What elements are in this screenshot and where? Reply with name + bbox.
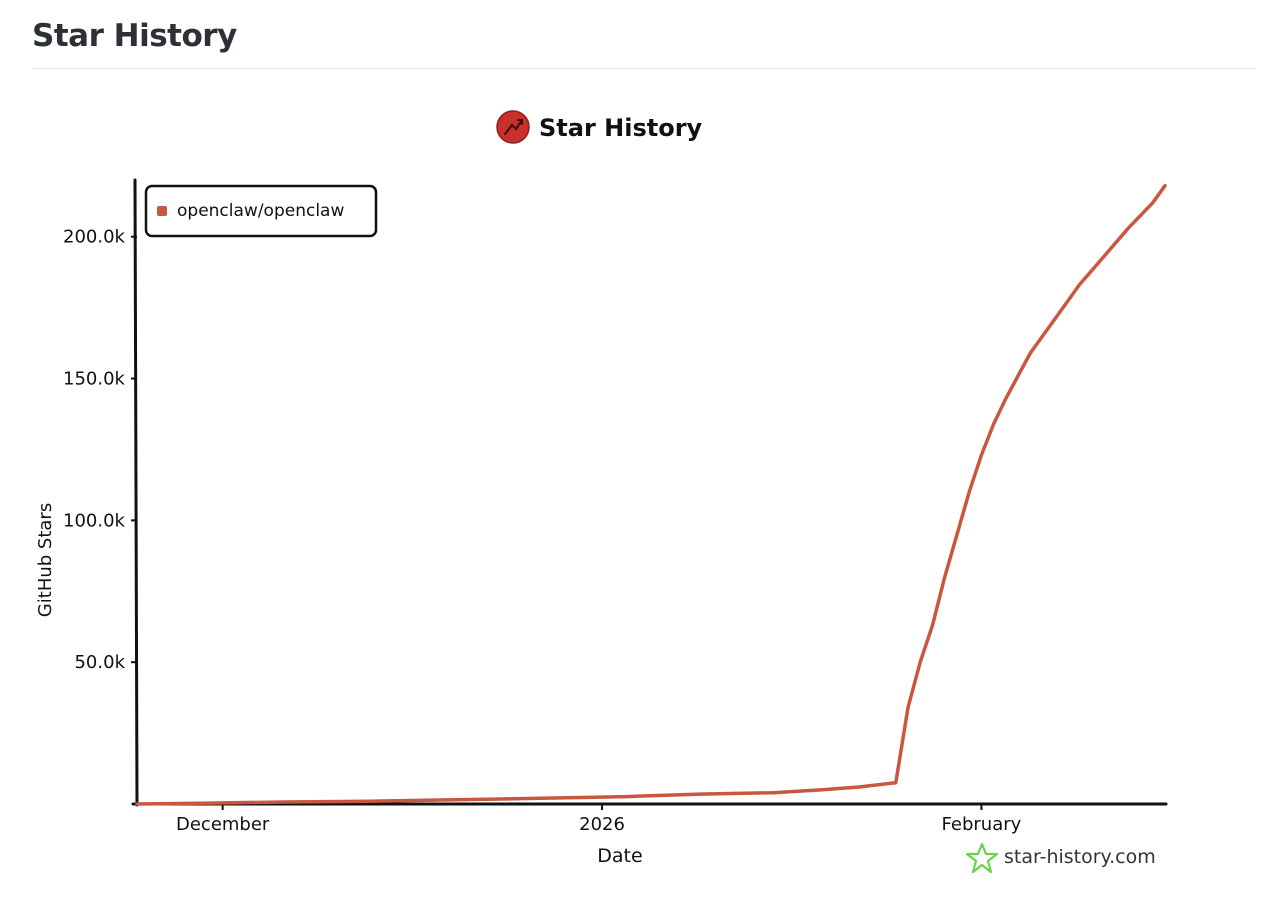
- y-axis-line: [133, 178, 139, 807]
- legend-swatch: [157, 206, 167, 216]
- y-tick-label: 200.0k: [63, 227, 126, 248]
- y-axis-label: GitHub Stars: [35, 503, 56, 617]
- x-axis-ticks: December 2026 February: [176, 804, 1022, 835]
- y-axis-ticks: 50.0k 100.0k 150.0k 200.0k: [63, 227, 137, 673]
- chart-title: Star History: [539, 114, 703, 142]
- series-line: [135, 183, 1167, 806]
- y-tick-label: 100.0k: [63, 510, 126, 531]
- series-layer: [135, 183, 1167, 806]
- legend: openclaw/openclaw: [144, 184, 378, 238]
- x-tick-label: February: [942, 814, 1022, 835]
- chart-container: Star History 50.0k 100.0k 150.0k 200.0k Dec…: [0, 80, 1279, 900]
- page-title: Star History: [32, 18, 237, 54]
- x-tick-label: 2026: [579, 814, 625, 835]
- star-history-chart: Star History 50.0k 100.0k 150.0k 200.0k Dec…: [35, 110, 1168, 874]
- x-tick-label: December: [176, 814, 270, 835]
- star-history-logo-icon: [496, 110, 530, 144]
- star-outline-icon: [965, 842, 999, 874]
- legend-box: [144, 184, 378, 238]
- page-header: Star History: [32, 12, 1256, 69]
- chart-header: Star History: [496, 110, 703, 144]
- legend-label: openclaw/openclaw: [177, 201, 344, 221]
- y-tick-label: 50.0k: [74, 652, 125, 673]
- watermark-text: star-history.com: [1004, 846, 1156, 868]
- y-tick-label: 150.0k: [63, 369, 126, 390]
- watermark: star-history.com: [965, 842, 1156, 874]
- x-axis-label: Date: [597, 845, 642, 867]
